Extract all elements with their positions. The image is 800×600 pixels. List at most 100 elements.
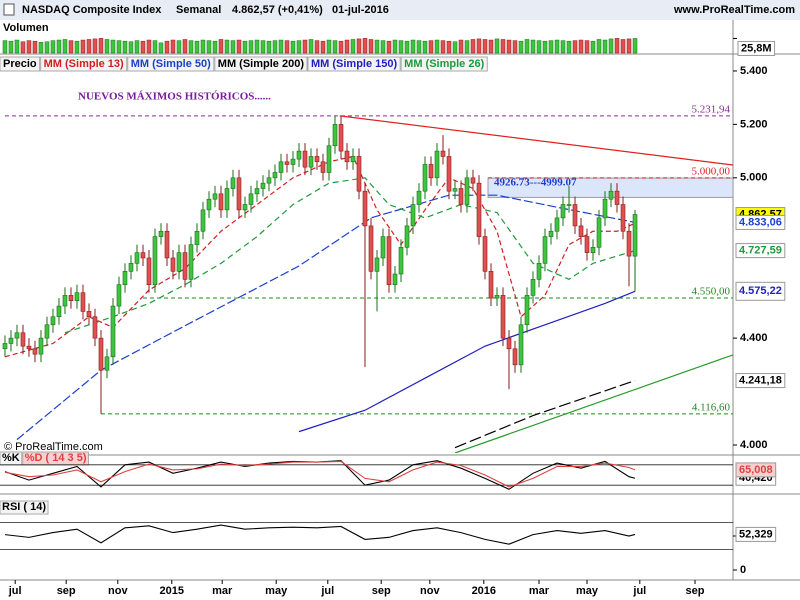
candle-body (134, 252, 140, 264)
candle-body (56, 305, 62, 318)
volume-bar (62, 39, 68, 54)
candle-body (38, 337, 44, 355)
volume-bar (122, 40, 128, 54)
volume-bar (164, 40, 170, 54)
price-label-box (735, 373, 786, 389)
candle-body (308, 156, 314, 168)
candle-body (32, 348, 38, 355)
volume-bar (536, 40, 542, 54)
candle-body (284, 161, 290, 165)
volume-bar (80, 39, 86, 54)
volume-bar (212, 40, 218, 54)
price-label: 4.727,59 (739, 245, 782, 257)
panel-title: RSI ( 14) (2, 501, 46, 513)
price-label-box (735, 214, 786, 230)
candle-body (164, 230, 170, 259)
volume-bar (608, 38, 614, 54)
volume-bar (488, 39, 494, 54)
candle-body (596, 217, 602, 248)
volume-bar (626, 38, 632, 54)
candle-body (20, 332, 26, 347)
candle-body (506, 337, 512, 350)
volume-bar (584, 40, 590, 54)
legend-entry: %D ( 14 3 5) (25, 452, 87, 464)
candle-body (536, 263, 542, 280)
candle-body (326, 145, 332, 173)
y-tick-label: 0 (740, 564, 746, 576)
candle-body (380, 236, 386, 259)
volume-bar (452, 41, 458, 54)
candle-body (338, 124, 344, 152)
candle-body (614, 190, 620, 205)
trendline (339, 115, 733, 166)
x-tick-label: jul (8, 585, 22, 597)
value-label-box (735, 462, 777, 478)
volume-bar (356, 38, 362, 54)
volume-bar (560, 40, 566, 54)
volume-bar (542, 40, 548, 54)
volume-bar (512, 40, 518, 54)
candle-body (242, 204, 248, 211)
candle-body (248, 193, 254, 205)
volume-bar (260, 40, 266, 54)
y-tick-label-box (737, 40, 776, 56)
volume-bar (386, 40, 392, 54)
candle-body (110, 305, 116, 358)
legend-entry: %K (2, 452, 20, 464)
volume-bar (86, 39, 92, 54)
volume-bar (284, 40, 290, 54)
value-label: 65,008 (739, 464, 773, 476)
volume-bar (374, 39, 380, 54)
volume-bar (578, 39, 584, 54)
volume-bar (218, 39, 224, 54)
y-tick-label: 4.400 (740, 332, 768, 344)
reference-label: 4.116,60 (692, 401, 731, 413)
volume-bar (290, 40, 296, 54)
candle-body (428, 164, 434, 179)
volume-bar (146, 39, 152, 54)
legend-entry-box (400, 56, 488, 72)
candle-body (440, 150, 446, 157)
candle-body (116, 284, 122, 307)
volume-bar (476, 38, 482, 54)
volume-bar (104, 39, 110, 54)
volume-bar (200, 39, 206, 54)
volume-bar (170, 39, 176, 54)
volume-bar (188, 40, 194, 54)
candle-body (602, 198, 608, 219)
reference-label: 5.000,00 (692, 165, 731, 177)
volume-bar (554, 39, 560, 54)
volume-bar (326, 39, 332, 54)
chart-title: NASDAQ Composite Index (22, 4, 162, 16)
reference-label: 5.231,94 (692, 103, 731, 115)
volume-bar (464, 40, 470, 54)
volume-bar (368, 39, 374, 54)
volume-bar (266, 40, 272, 54)
moving-average (64, 177, 636, 334)
volume-bar (398, 40, 404, 54)
volume-bar (116, 40, 122, 54)
volume-bar (56, 39, 62, 54)
candle-body (434, 150, 440, 179)
panel-title-box (0, 56, 41, 72)
icon (3, 3, 15, 16)
volume-bar (590, 40, 596, 54)
candle-body (92, 316, 98, 339)
candle-body (146, 257, 152, 285)
volume-bar (26, 40, 32, 54)
candle-body (482, 236, 488, 272)
volume-bar (302, 39, 308, 54)
volume-bar (392, 39, 398, 54)
y-tick-label: 4.000 (740, 439, 768, 451)
moving-average (16, 194, 636, 441)
candle-body (530, 279, 536, 296)
volume-bar (248, 40, 254, 54)
price-label: 4.241,18 (739, 374, 782, 386)
header-bar (0, 0, 800, 20)
candle-body (290, 158, 296, 165)
candle-body (566, 204, 572, 206)
volume-bar (620, 39, 626, 54)
plot-area: 4926.73---4999.07 5.231,94 5.000,00 4.550,0… (2, 103, 733, 453)
volume-bar (572, 40, 578, 54)
